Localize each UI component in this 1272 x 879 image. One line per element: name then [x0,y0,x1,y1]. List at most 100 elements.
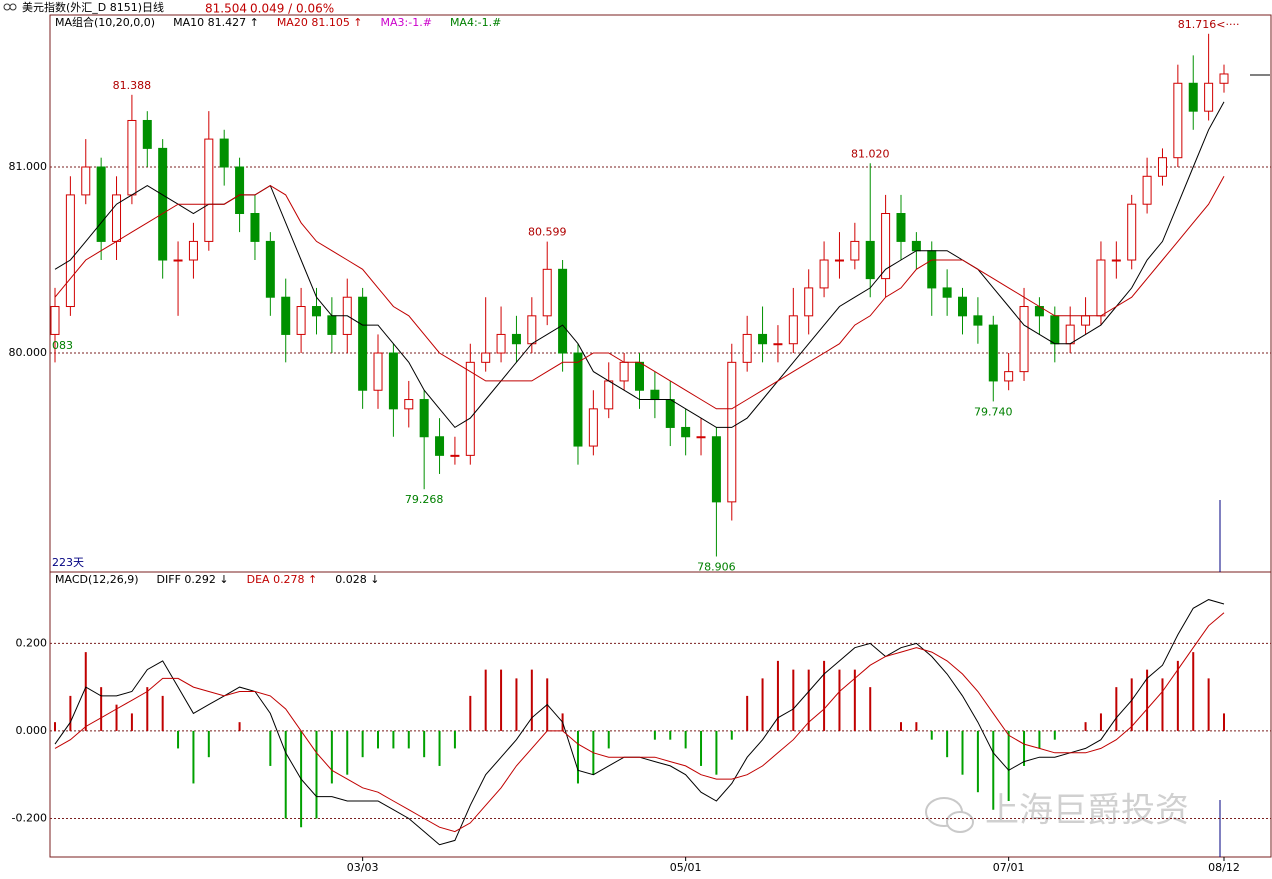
extreme-label: 78.906 [697,561,736,574]
header-title: 美元指数(外汇_D 8151)日线 [22,0,164,14]
candle-body [911,240,921,252]
candle-body [173,259,183,262]
legend-entry: MACD(12,26,9) [55,573,139,586]
candle-body [573,352,583,447]
candle-body [219,138,229,168]
extreme-label: 79.740 [974,405,1013,418]
candle-body [1081,315,1091,326]
candle-body [942,287,952,298]
corner-label: 223天 [52,556,84,569]
candle-body [588,408,598,447]
candle-body [235,166,245,215]
candle-body [296,306,306,335]
y-tick-label: 0.000 [16,724,48,737]
candle-body [388,352,398,410]
candle-body [127,119,137,196]
candle-body [96,166,106,242]
candle-body [973,315,983,326]
watermark: 上海巨爵投资 [925,791,1189,833]
candle-body [265,240,275,298]
candle-body [1111,259,1121,262]
candle-body [604,380,614,410]
candle-body [619,361,629,382]
candle-body [311,306,321,317]
icon [9,3,17,11]
candle-body [1219,73,1229,84]
candle-body [1065,324,1075,345]
candle-body [373,352,383,391]
candle-body [711,436,721,503]
candle-body [250,213,260,242]
legend-entry: MA10 81.427 ↑ [173,16,259,29]
candle-body [958,296,968,317]
y-tick-label: 80.000 [9,346,48,359]
candle-body [1127,203,1137,261]
candle-body [204,138,214,242]
candle-body [1157,157,1167,177]
y-tick-label: -0.200 [12,811,47,824]
x-tick-label: 03/03 [347,861,379,874]
candle-body [404,399,414,410]
candle-body [804,287,814,317]
candle-body [450,454,460,457]
candle-body [281,296,291,335]
watermark-text: 上海巨爵投资 [985,791,1189,831]
candle-body [358,296,368,391]
candle-body [927,250,937,289]
candle-body [542,268,552,317]
candle-body [850,240,860,261]
candle-body [696,436,706,439]
macd-panel [49,571,1272,858]
candle-body [1142,175,1152,205]
legend-entry: 0.028 ↓ [335,573,379,586]
candle-body [1188,82,1198,112]
candle-body [788,315,798,345]
candle-body [681,426,691,438]
candle-body [742,333,752,363]
candle-body [1004,371,1014,382]
candle-body [635,361,644,391]
candle-body [819,259,829,289]
extreme-label: 79.268 [405,493,444,506]
candle-body [1173,82,1183,159]
header-price: 81.504 [205,2,247,16]
legend-entry: MA4:-1.# [450,16,501,29]
header: 美元指数(外汇_D 8151)日线 81.504 0.049 / 0.06% [3,0,334,16]
candle-body [481,352,491,363]
candle-body [50,306,60,335]
candle-body [758,333,768,345]
candle-body [465,361,475,456]
candle-body [881,213,891,280]
candle-body [1204,82,1214,112]
candle-body [1050,315,1060,345]
watermark-icon [925,797,963,827]
extreme-label: 81.388 [113,79,152,92]
x-tick-label: 08/12 [1208,861,1240,874]
watermark-icon [946,811,974,833]
x-tick-label: 05/01 [670,861,702,874]
candle-body [435,436,445,456]
candle-body [158,147,168,261]
y-tick-label: 0.200 [16,636,48,649]
series-line [54,612,1225,833]
candle-body [188,240,198,261]
candle-body [773,343,783,346]
candle-body [1019,306,1029,373]
corner-label: 083 [52,339,73,352]
candle-body [65,194,75,308]
series-line [54,176,1225,410]
y-tick-label: 81.000 [9,160,48,173]
candle-body [419,399,429,438]
candle-body [327,315,337,335]
header-change: 0.049 / 0.06% [250,2,334,16]
candle-body [865,240,875,280]
candle-body [834,259,844,262]
candle-body [81,166,91,196]
candle-body [527,315,537,345]
candle-body [496,333,506,354]
extreme-label: 81.020 [851,147,890,160]
legend-entry: MA3:-1.# [381,16,432,29]
